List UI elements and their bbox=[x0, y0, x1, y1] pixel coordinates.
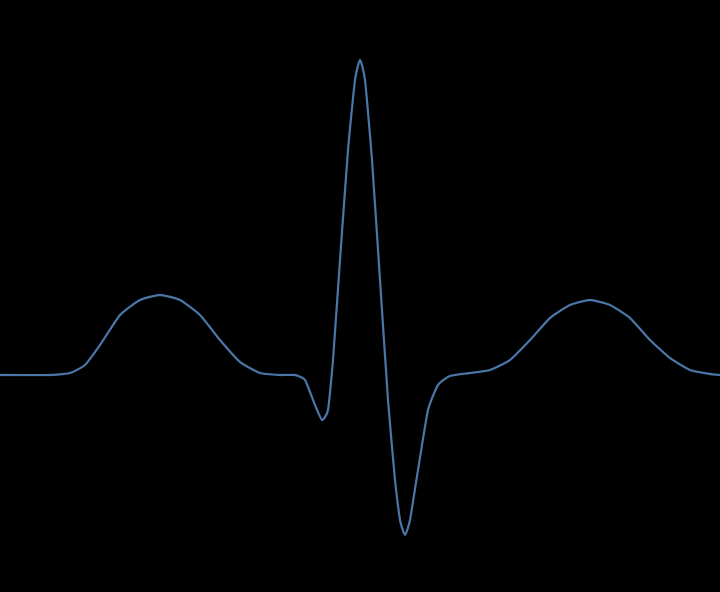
ecg-waveform-line bbox=[0, 60, 720, 535]
ecg-chart-container bbox=[0, 0, 720, 592]
ecg-waveform-svg bbox=[0, 0, 720, 592]
